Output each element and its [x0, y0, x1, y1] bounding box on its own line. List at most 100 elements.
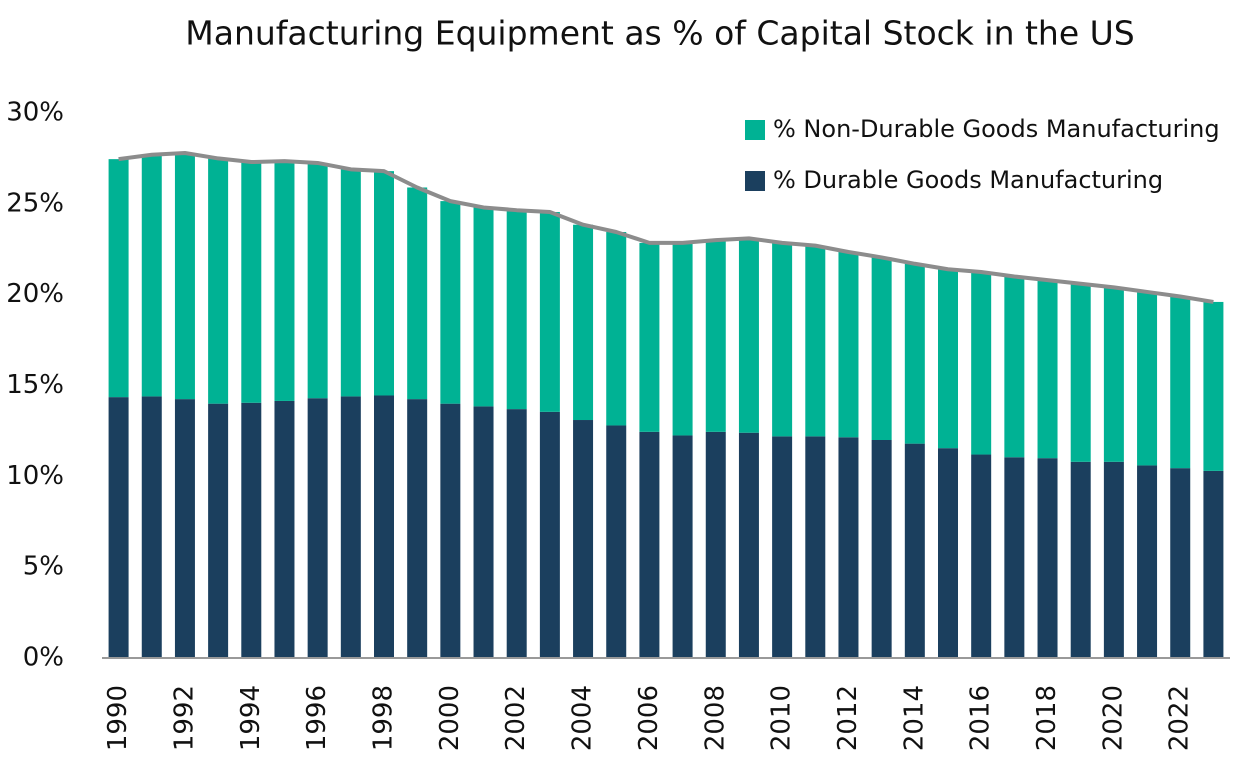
x-tick-label: 2014 — [899, 685, 929, 751]
bar-segment — [1203, 470, 1224, 658]
bar-segment — [838, 437, 859, 658]
bar-segment — [639, 431, 660, 658]
bar-segment — [473, 406, 494, 658]
bar-segment — [772, 242, 793, 437]
x-tick-label: 2018 — [1032, 685, 1062, 751]
y-tick-label: 15% — [6, 370, 64, 400]
x-tick-label: 1994 — [236, 685, 266, 751]
bar-segment — [174, 152, 195, 400]
bar-segment — [838, 251, 859, 438]
x-tick-label: 2008 — [700, 685, 730, 751]
bar-segment — [539, 212, 560, 412]
chart-title: Manufacturing Equipment as % of Capital … — [185, 14, 1134, 53]
bar-segment — [606, 425, 627, 658]
legend-label: % Non-Durable Goods Manufacturing — [773, 115, 1220, 143]
bar-segment — [772, 436, 793, 658]
bar-segment — [374, 171, 394, 396]
bar-segment — [407, 187, 428, 400]
bar-segment — [440, 201, 461, 404]
x-tick-label: 2012 — [833, 685, 863, 751]
bar-segment — [1203, 301, 1224, 471]
bar-segment — [241, 162, 262, 403]
x-tick-label: 2006 — [634, 685, 664, 751]
x-tick-label: 2010 — [767, 685, 797, 751]
x-tick-label: 1996 — [302, 685, 332, 751]
bar-segment — [1070, 461, 1091, 658]
y-tick-label: 10% — [6, 461, 64, 491]
bar-segment — [473, 207, 494, 407]
x-tick-label: 1992 — [169, 685, 199, 751]
bar-segment — [141, 154, 162, 397]
bar-segment — [1170, 468, 1191, 658]
bar-segment — [904, 443, 925, 658]
bar-segment — [407, 399, 428, 658]
bar-segment — [738, 238, 759, 433]
bar-segment — [274, 161, 295, 401]
y-tick-label: 5% — [23, 552, 64, 582]
bar-segment — [573, 224, 594, 421]
y-tick-label: 30% — [6, 98, 64, 128]
bar-segment — [1004, 276, 1025, 458]
bar-segment — [1137, 291, 1158, 466]
legend-swatch — [745, 171, 765, 191]
x-tick-label: 2004 — [568, 685, 598, 751]
bar-segment — [1103, 461, 1124, 658]
bar-segment — [871, 257, 892, 440]
bar-segment — [1004, 457, 1025, 658]
bar-segment — [1137, 465, 1158, 658]
x-tick-label: 2000 — [435, 685, 465, 751]
bar-segment — [440, 403, 461, 658]
x-tick-label: 2022 — [1165, 685, 1195, 751]
bar-segment — [938, 448, 958, 658]
bar-segment — [208, 403, 229, 658]
bar-segment — [208, 158, 229, 404]
bar-segment — [539, 411, 560, 658]
bar-segment — [141, 396, 162, 658]
bar-segment — [1037, 458, 1058, 658]
bar-segment — [606, 231, 627, 426]
legend-swatch — [745, 120, 765, 140]
bar-segment — [639, 242, 660, 432]
bar-segment — [672, 435, 693, 658]
bar-segment — [672, 242, 693, 436]
y-tick-label: 0% — [23, 643, 64, 673]
bar-segment — [904, 263, 925, 444]
bar-segment — [573, 420, 594, 658]
bar-segment — [374, 395, 394, 658]
bar-segment — [340, 396, 361, 658]
total-line — [118, 150, 1214, 304]
legend-label: % Durable Goods Manufacturing — [773, 166, 1163, 194]
bar-segment — [705, 240, 726, 432]
bar-segment — [108, 397, 129, 658]
bar-segment — [174, 399, 195, 658]
bar-segment — [1170, 296, 1191, 469]
bar-segment — [241, 402, 262, 658]
x-tick-label: 2020 — [1098, 685, 1128, 751]
x-tick-label: 1998 — [369, 685, 399, 751]
bar-segment — [506, 409, 527, 658]
bar-segment — [108, 159, 129, 398]
bar-segment — [340, 169, 361, 397]
bar-segment — [506, 210, 527, 410]
y-tick-label: 20% — [6, 279, 64, 309]
bar-segment — [738, 432, 759, 658]
bar-segment — [1103, 287, 1124, 462]
bar-segment — [938, 269, 958, 449]
bar-segment — [274, 400, 295, 658]
bar-segment — [307, 162, 328, 399]
bar-segment — [871, 440, 892, 658]
y-tick-label: 25% — [6, 188, 64, 218]
bar-segment — [805, 436, 826, 658]
x-tick-label: 2016 — [966, 685, 996, 751]
bar-segment — [971, 454, 992, 658]
bar-segment — [1037, 280, 1058, 459]
x-tick-label: 1990 — [103, 685, 133, 751]
bar-segment — [705, 431, 726, 658]
x-tick-label: 2002 — [501, 685, 531, 751]
bar-segment — [307, 398, 328, 658]
bar-segment — [971, 271, 992, 455]
bar-segment — [805, 245, 826, 437]
bar-segment — [1070, 283, 1091, 462]
